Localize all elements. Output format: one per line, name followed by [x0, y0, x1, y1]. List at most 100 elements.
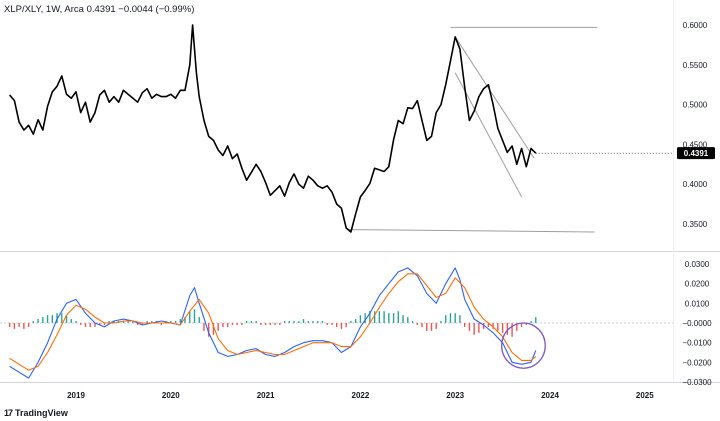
histogram-bar — [520, 323, 523, 327]
histogram-bar — [516, 323, 518, 331]
change-percent: (−0.99%) — [155, 4, 195, 15]
histogram-bar — [231, 323, 234, 325]
legend-header[interactable]: XLP/XLY, 1W, Arca 0.4391 −0.0044 (−0.99%… — [4, 4, 195, 15]
macd-tick-label: 0.0300 — [685, 260, 710, 269]
histogram-bar — [511, 323, 513, 337]
histogram-bar — [203, 323, 205, 331]
histogram-bar — [454, 313, 456, 323]
macd-pane[interactable] — [0, 267, 673, 379]
histogram-bar — [364, 313, 366, 323]
histogram-bar — [317, 321, 319, 323]
histogram-bar — [340, 323, 343, 329]
macd-tick-label: −0.0000 — [682, 319, 712, 328]
histogram-bar — [236, 323, 238, 325]
last-value: 0.4391 — [86, 4, 116, 15]
histogram-bar — [245, 321, 248, 323]
histogram-bar — [170, 321, 172, 323]
histogram-bar — [61, 313, 63, 323]
trend-line-1[interactable] — [348, 229, 595, 233]
symbol-label[interactable]: XLP/XLY — [4, 4, 41, 15]
time-tick-label: 2022 — [352, 391, 370, 400]
histogram-bar — [51, 315, 53, 323]
histogram-bar — [312, 321, 314, 323]
histogram-bar — [151, 321, 153, 323]
histogram-bar — [501, 323, 504, 333]
histogram-bar — [250, 321, 253, 323]
histogram-bar — [288, 321, 290, 323]
histogram-bar — [42, 317, 44, 323]
histogram-bar — [435, 323, 437, 329]
histogram-bar — [326, 323, 328, 325]
histogram-bar — [122, 321, 125, 323]
histogram-bar — [492, 323, 494, 329]
histogram-bar — [193, 309, 196, 323]
time-tick-label: 2024 — [541, 391, 559, 400]
tradingview-logo[interactable]: 17 TradingView — [4, 408, 68, 418]
histogram-bar — [269, 323, 272, 325]
macd-scale[interactable]: 0.0300 0.0200 0.0100 −0.0000 −0.0100 −0.0200 −… — [682, 260, 712, 387]
histogram-bar — [264, 323, 267, 325]
histogram-bar — [449, 313, 452, 323]
histogram-bar — [65, 315, 68, 323]
histogram-bar — [18, 323, 20, 327]
macd-tick-label: −0.0200 — [682, 358, 712, 367]
histogram-bar — [84, 323, 87, 327]
histogram-bar — [23, 323, 25, 329]
histogram-bar — [482, 323, 485, 329]
trend-line-2[interactable] — [454, 36, 535, 159]
histogram-bar — [80, 323, 82, 325]
histogram-bar — [99, 323, 101, 325]
histogram-bar — [75, 321, 77, 323]
histogram-bar — [217, 323, 219, 331]
time-tick-label: 2021 — [257, 391, 275, 400]
price-tick-label: 0.6000 — [683, 21, 708, 30]
brand-name: TradingView — [15, 408, 68, 418]
histogram-bar — [94, 323, 96, 327]
histogram-bar — [388, 313, 390, 323]
histogram-bar — [32, 321, 35, 323]
histogram-bar — [525, 323, 527, 325]
price-pane[interactable] — [8, 24, 673, 233]
price-scale[interactable]: 0.6000 0.5500 0.5000 0.4500 0.4000 0.3500 — [683, 21, 708, 229]
histogram-bar — [174, 321, 177, 323]
signal-line[interactable] — [9, 273, 537, 371]
histogram-bar — [354, 319, 357, 323]
histogram-bar — [506, 323, 509, 335]
histogram-bar — [132, 321, 134, 323]
price-tick-label: 0.3500 — [683, 220, 708, 229]
histogram-bar — [426, 323, 428, 331]
histogram-bar — [222, 323, 224, 327]
histogram-bar — [345, 323, 347, 327]
price-tick-label: 0.5500 — [683, 61, 708, 70]
histogram-bar — [136, 323, 139, 325]
price-tick-label: 0.5000 — [683, 101, 708, 110]
histogram-bar — [8, 323, 11, 327]
histogram-bar — [302, 319, 305, 323]
histogram-bar — [108, 321, 110, 323]
macd-tick-label: −0.0100 — [682, 339, 712, 348]
histogram-bar — [274, 323, 276, 325]
macd-line[interactable] — [9, 267, 537, 379]
histogram-bar — [478, 323, 480, 333]
histogram-bar — [383, 311, 385, 323]
price-tick-label: 0.4500 — [683, 140, 708, 149]
histogram-bar — [226, 323, 229, 327]
histogram-bar — [321, 321, 324, 323]
histogram-bar — [331, 323, 333, 325]
histogram-bar — [212, 323, 215, 335]
histogram-bar — [397, 311, 400, 323]
histogram-bar — [260, 323, 262, 325]
macd-tick-label: 0.0200 — [685, 280, 710, 289]
histogram-bar — [298, 321, 300, 323]
histogram-bar — [407, 317, 409, 323]
histogram-bar — [373, 311, 376, 323]
time-tick-label: 2025 — [636, 391, 654, 400]
histogram-bar — [359, 315, 362, 323]
price-series-line[interactable] — [8, 24, 537, 233]
time-tick-label: 2019 — [67, 391, 85, 400]
histogram-bar — [46, 315, 49, 323]
histogram-bar — [146, 321, 148, 323]
annotation-circle[interactable] — [501, 322, 546, 369]
time-axis[interactable]: 2019 2020 2021 2022 2023 2024 2025 — [67, 391, 654, 400]
